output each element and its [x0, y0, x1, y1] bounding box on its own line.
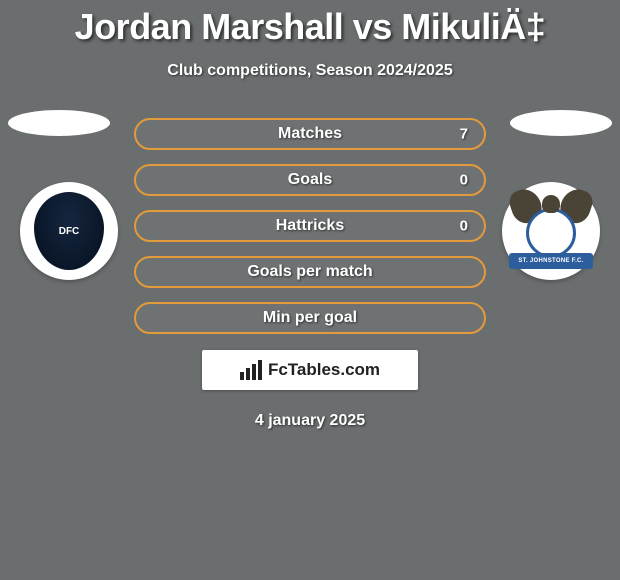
- stat-label: Goals per match: [247, 263, 372, 281]
- stat-label: Min per goal: [263, 309, 357, 327]
- date-label: 4 january 2025: [0, 412, 620, 430]
- crest-ribbon: ST. JOHNSTONE F.C.: [509, 253, 593, 269]
- stat-row-matches: Matches 7: [134, 118, 486, 150]
- stat-label: Matches: [278, 125, 342, 143]
- stat-row-goals: Goals 0: [134, 164, 486, 196]
- left-crest-text: DFC: [59, 226, 80, 237]
- crest-ring-icon: [526, 208, 576, 258]
- stat-row-goals-per-match: Goals per match: [134, 256, 486, 288]
- eagle-crest-icon: ST. JOHNSTONE F.C.: [509, 189, 593, 273]
- brand-box: FcTables.com: [202, 350, 418, 390]
- stats-area: DFC ST. JOHNSTONE F.C. Matches 7 Goals 0…: [0, 118, 620, 334]
- stat-value: 0: [460, 172, 468, 189]
- brand-text: FcTables.com: [268, 360, 380, 380]
- stat-row-min-per-goal: Min per goal: [134, 302, 486, 334]
- page-title: Jordan Marshall vs MikuliÄ‡: [0, 0, 620, 48]
- stat-label: Goals: [288, 171, 332, 189]
- left-club-crest: DFC: [20, 182, 118, 280]
- eagle-head-icon: [542, 195, 560, 213]
- stat-row-hattricks: Hattricks 0: [134, 210, 486, 242]
- left-player-oval: [8, 110, 110, 136]
- stat-value: 0: [460, 218, 468, 235]
- stat-label: Hattricks: [276, 217, 344, 235]
- page-subtitle: Club competitions, Season 2024/2025: [0, 62, 620, 80]
- shield-icon: DFC: [34, 192, 104, 270]
- stat-value: 7: [460, 126, 468, 143]
- right-club-crest: ST. JOHNSTONE F.C.: [502, 182, 600, 280]
- right-player-oval: [510, 110, 612, 136]
- bar-chart-icon: [240, 360, 262, 380]
